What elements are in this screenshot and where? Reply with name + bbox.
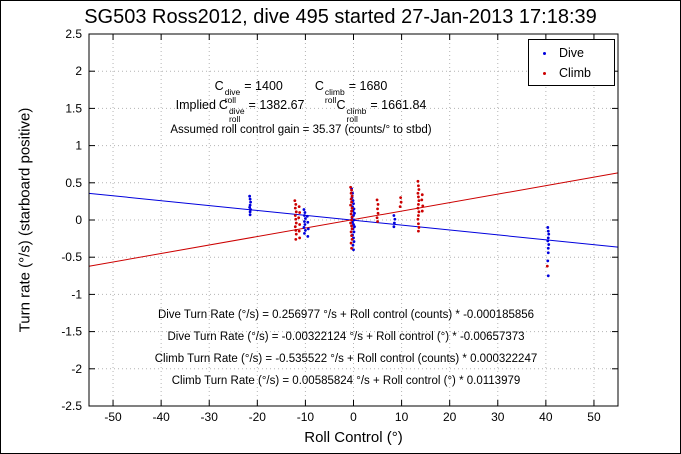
c-scripts: dive roll xyxy=(228,106,245,124)
x-tick-label: 40 xyxy=(539,410,553,424)
c-scripts: climb roll xyxy=(324,87,345,105)
legend-label-climb: Climb xyxy=(559,65,591,80)
x-tick-label: -30 xyxy=(201,410,219,424)
x-tick-label: -20 xyxy=(249,410,267,424)
y-tick-label: -2.5 xyxy=(61,399,82,413)
x-tick-label: 50 xyxy=(587,410,601,424)
y-tick-label: 0.5 xyxy=(65,176,82,190)
x-tick-label: -10 xyxy=(297,410,315,424)
c-base: C xyxy=(218,98,228,112)
y-tick-label: 1 xyxy=(75,139,82,153)
c-base: C xyxy=(336,98,346,112)
c-sup: dive xyxy=(228,106,245,116)
y-tick-label: 1.5 xyxy=(65,101,82,115)
x-tick-label: 30 xyxy=(491,410,505,424)
x-axis-label: Roll Control (°) xyxy=(304,429,403,446)
c-base: C xyxy=(314,79,324,93)
c-sup: climb xyxy=(346,106,367,116)
y-tick-label: -0.5 xyxy=(61,250,82,264)
y-tick-label: 2.5 xyxy=(65,27,82,41)
y-axis-label: Turn rate (°/s) (starboard positive) xyxy=(16,107,34,333)
x-tick-label: -40 xyxy=(152,410,170,424)
c-value: = 1400 xyxy=(244,79,283,93)
c-value: = 1680 xyxy=(348,79,388,93)
implied-prefix: Implied xyxy=(175,98,216,112)
fit-equation-climb-counts: Climb Turn Rate (°/s) = -0.535522 °/s + … xyxy=(154,353,538,365)
plot-title: SG503 Ross2012, dive 495 started 27-Jan-… xyxy=(84,6,597,28)
x-tick-label: -50 xyxy=(104,410,122,424)
c-value: = 1661.84 xyxy=(370,98,427,112)
grid-lines xyxy=(90,33,617,407)
fit-equations: Dive Turn Rate (°/s) = 0.256977 °/s + Ro… xyxy=(96,304,596,392)
x-tick-label: 0 xyxy=(350,410,357,424)
c-sub: roll xyxy=(324,95,337,105)
scatter-points xyxy=(248,179,551,278)
legend-entry-dive: Dive xyxy=(529,43,614,62)
fit-equation-dive-counts: Dive Turn Rate (°/s) = 0.256977 °/s + Ro… xyxy=(157,309,535,321)
fit-equation-climb-degrees: Climb Turn Rate (°/s) = 0.00585824 °/s +… xyxy=(171,375,521,387)
legend-label-dive: Dive xyxy=(559,45,585,60)
c-base: C xyxy=(214,79,224,93)
dive-marker-icon xyxy=(529,51,559,55)
c-sub: roll xyxy=(224,95,237,105)
y-tick-label: 2 xyxy=(75,64,82,78)
c-scripts: dive roll xyxy=(224,87,241,105)
c-sub: roll xyxy=(228,114,241,124)
y-tick-label: 0 xyxy=(75,213,82,227)
c-scripts: climb roll xyxy=(346,106,367,124)
legend: Dive Climb xyxy=(528,39,615,86)
c-value: = 1382.67 xyxy=(248,98,305,112)
annotation-roll-gain: Assumed roll control gain = 35.37 (count… xyxy=(170,124,432,136)
x-tick-label: 10 xyxy=(395,410,409,424)
x-tick-label: 20 xyxy=(443,410,457,424)
y-tick-label: -1.5 xyxy=(61,325,82,339)
legend-entry-climb: Climb xyxy=(529,63,614,82)
fit-equation-dive-degrees: Dive Turn Rate (°/s) = -0.00322124 °/s +… xyxy=(167,331,525,343)
c-sup: dive xyxy=(224,87,241,97)
climb-marker-icon xyxy=(529,71,559,75)
y-tick-label: -1 xyxy=(71,287,82,301)
c-sup: climb xyxy=(324,87,345,97)
c-sub: roll xyxy=(346,114,358,124)
axes: -50 -40 -30 -20 -10 0 10 20 30 40 50-2.5-2-1.5-1-0… xyxy=(61,27,619,424)
y-tick-label: -2 xyxy=(71,362,82,376)
